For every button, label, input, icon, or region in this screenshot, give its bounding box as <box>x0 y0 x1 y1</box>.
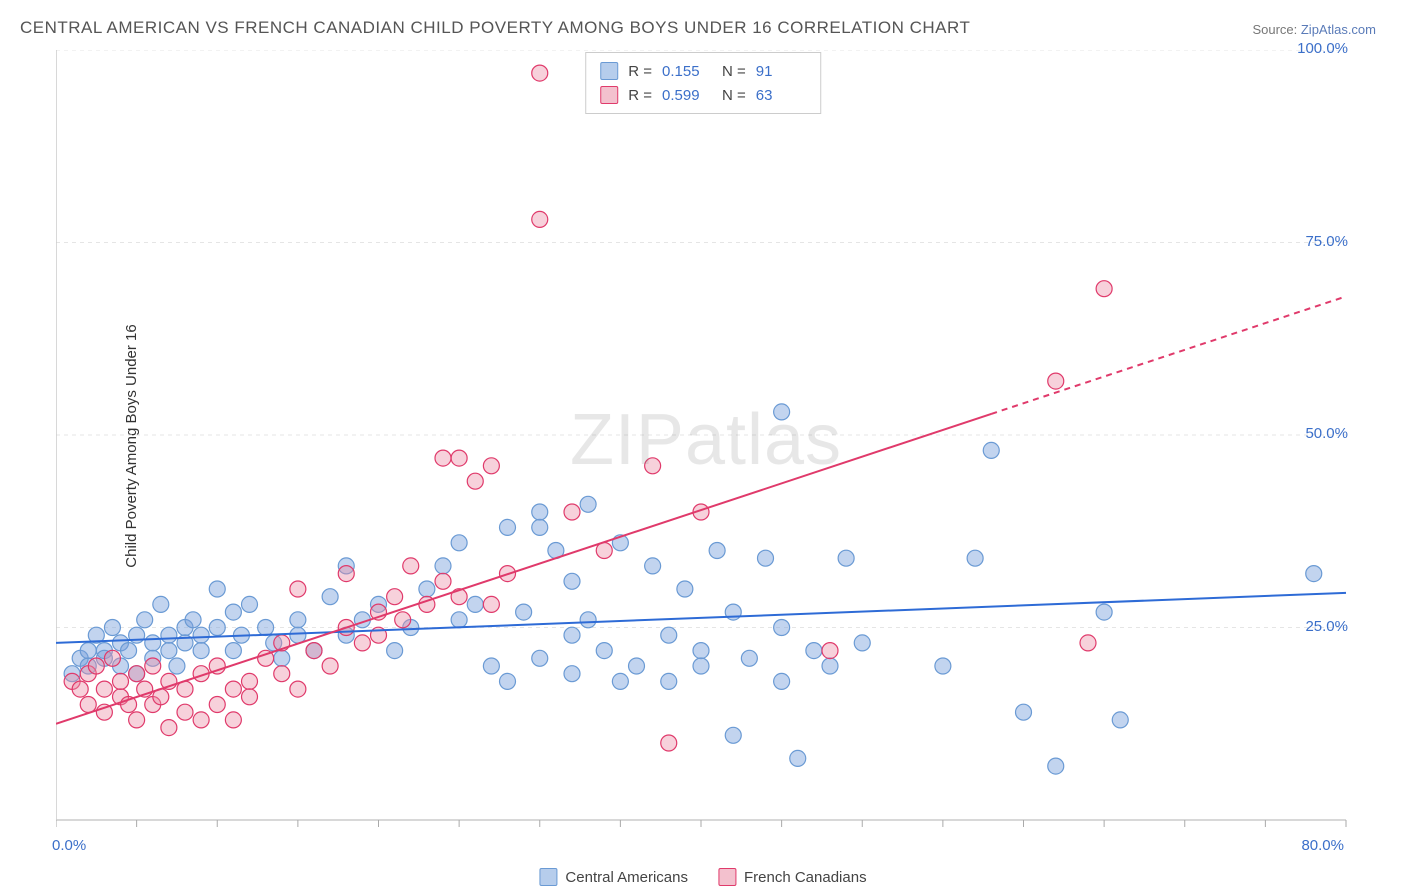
x-axis-end-label: 80.0% <box>1301 837 1344 854</box>
chart-title: CENTRAL AMERICAN VS FRENCH CANADIAN CHIL… <box>20 18 970 38</box>
legend-swatch <box>539 868 557 886</box>
x-axis-start-label: 0.0% <box>52 837 86 854</box>
scatter-chart-svg <box>56 50 1356 830</box>
legend-label: French Canadians <box>744 869 867 886</box>
source-link[interactable]: ZipAtlas.com <box>1301 22 1376 37</box>
y-tick-label: 25.0% <box>1305 618 1348 635</box>
bottom-legend: Central Americans French Canadians <box>539 868 866 886</box>
stats-n-label: N = <box>722 63 746 80</box>
y-tick-label: 100.0% <box>1297 40 1348 57</box>
stats-n-label: N = <box>722 87 746 104</box>
source-attribution: Source: ZipAtlas.com <box>1252 22 1376 37</box>
stats-r-label: R = <box>628 87 652 104</box>
y-tick-label: 75.0% <box>1305 233 1348 250</box>
stats-n-value: 91 <box>756 63 806 80</box>
stats-row: R = 0.155 N = 91 <box>600 59 806 83</box>
legend-label: Central Americans <box>565 869 688 886</box>
source-label: Source: <box>1252 22 1300 37</box>
stats-r-value: 0.599 <box>662 87 712 104</box>
legend-item: French Canadians <box>718 868 867 886</box>
stats-r-value: 0.155 <box>662 63 712 80</box>
chart-container: CENTRAL AMERICAN VS FRENCH CANADIAN CHIL… <box>0 0 1406 892</box>
y-tick-label: 50.0% <box>1305 425 1348 442</box>
stats-n-value: 63 <box>756 87 806 104</box>
stats-swatch <box>600 62 618 80</box>
stats-box: R = 0.155 N = 91 R = 0.599 N = 63 <box>585 52 821 114</box>
stats-swatch <box>600 86 618 104</box>
plot-area: ZIPatlas 0.0% 80.0% 25.0%50.0%75.0%100.0… <box>56 50 1356 830</box>
stats-row: R = 0.599 N = 63 <box>600 83 806 107</box>
legend-item: Central Americans <box>539 868 688 886</box>
legend-swatch <box>718 868 736 886</box>
stats-r-label: R = <box>628 63 652 80</box>
